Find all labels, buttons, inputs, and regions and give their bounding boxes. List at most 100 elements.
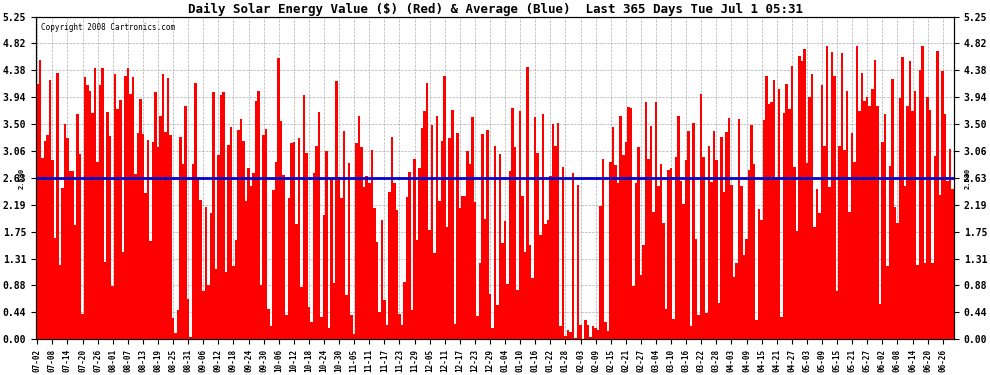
Bar (594, 328, 597, 339)
Bar (569, 332, 571, 339)
Bar (370, 150, 373, 339)
Bar (705, 313, 708, 339)
Bar (733, 278, 736, 339)
Bar (112, 286, 114, 339)
Bar (801, 62, 803, 339)
Bar (818, 213, 821, 339)
Bar (205, 207, 207, 339)
Bar (233, 266, 235, 339)
Bar (627, 107, 630, 339)
Bar (331, 179, 333, 339)
Bar (868, 106, 871, 339)
Bar (119, 100, 122, 339)
Bar (831, 52, 834, 339)
Bar (652, 212, 654, 339)
Bar (741, 186, 742, 339)
Bar (106, 112, 109, 339)
Bar (416, 240, 419, 339)
Bar (320, 317, 323, 339)
Bar (421, 128, 424, 339)
Bar (524, 252, 527, 339)
Bar (137, 133, 140, 339)
Bar (682, 204, 685, 339)
Bar (509, 171, 512, 339)
Bar (132, 77, 134, 339)
Bar (667, 170, 670, 339)
Bar (333, 283, 336, 339)
Bar (768, 104, 770, 339)
Bar (104, 262, 106, 339)
Bar (179, 137, 182, 339)
Bar (728, 117, 731, 339)
Bar (161, 74, 164, 339)
Bar (750, 125, 752, 339)
Bar (243, 141, 245, 339)
Bar (856, 46, 858, 339)
Bar (343, 131, 346, 339)
Bar (574, 338, 577, 339)
Bar (700, 94, 703, 339)
Bar (310, 322, 313, 339)
Bar (909, 62, 911, 339)
Bar (561, 167, 564, 339)
Bar (463, 196, 466, 339)
Bar (238, 130, 240, 339)
Bar (225, 272, 227, 339)
Bar (58, 265, 61, 339)
Bar (47, 135, 49, 339)
Bar (189, 337, 192, 339)
Text: 2.580: 2.580 (19, 167, 25, 189)
Bar (71, 171, 73, 339)
Bar (164, 132, 166, 339)
Bar (96, 162, 99, 339)
Bar (901, 57, 904, 339)
Bar (692, 123, 695, 339)
Bar (793, 167, 796, 339)
Bar (456, 134, 458, 339)
Bar (245, 201, 248, 339)
Bar (939, 195, 941, 339)
Bar (413, 159, 416, 339)
Bar (368, 183, 370, 339)
Bar (878, 304, 881, 339)
Bar (350, 315, 352, 339)
Bar (871, 88, 873, 339)
Bar (326, 152, 328, 339)
Bar (172, 318, 174, 339)
Bar (248, 168, 249, 339)
Bar (403, 282, 406, 339)
Bar (471, 117, 473, 339)
Bar (599, 206, 602, 339)
Bar (298, 138, 300, 339)
Bar (101, 68, 104, 339)
Bar (806, 163, 808, 339)
Bar (785, 84, 788, 339)
Bar (466, 151, 468, 339)
Bar (122, 252, 124, 339)
Title: Daily Solar Energy Value ($) (Red) & Average (Blue)  Last 365 Days Tue Jul 1 05:: Daily Solar Energy Value ($) (Red) & Ave… (187, 3, 803, 16)
Bar (491, 328, 494, 339)
Bar (44, 141, 47, 339)
Bar (848, 212, 850, 339)
Bar (265, 129, 267, 339)
Bar (91, 113, 94, 339)
Bar (210, 213, 212, 339)
Bar (829, 187, 831, 339)
Bar (659, 164, 662, 339)
Bar (187, 299, 189, 339)
Bar (845, 91, 848, 339)
Bar (571, 173, 574, 339)
Bar (159, 116, 161, 339)
Bar (752, 164, 755, 339)
Bar (703, 157, 705, 339)
Bar (924, 262, 927, 339)
Bar (134, 174, 137, 339)
Bar (156, 147, 159, 339)
Bar (610, 162, 612, 339)
Bar (687, 131, 690, 339)
Bar (951, 189, 954, 339)
Bar (803, 49, 806, 339)
Bar (199, 200, 202, 339)
Bar (380, 220, 383, 339)
Bar (791, 66, 793, 339)
